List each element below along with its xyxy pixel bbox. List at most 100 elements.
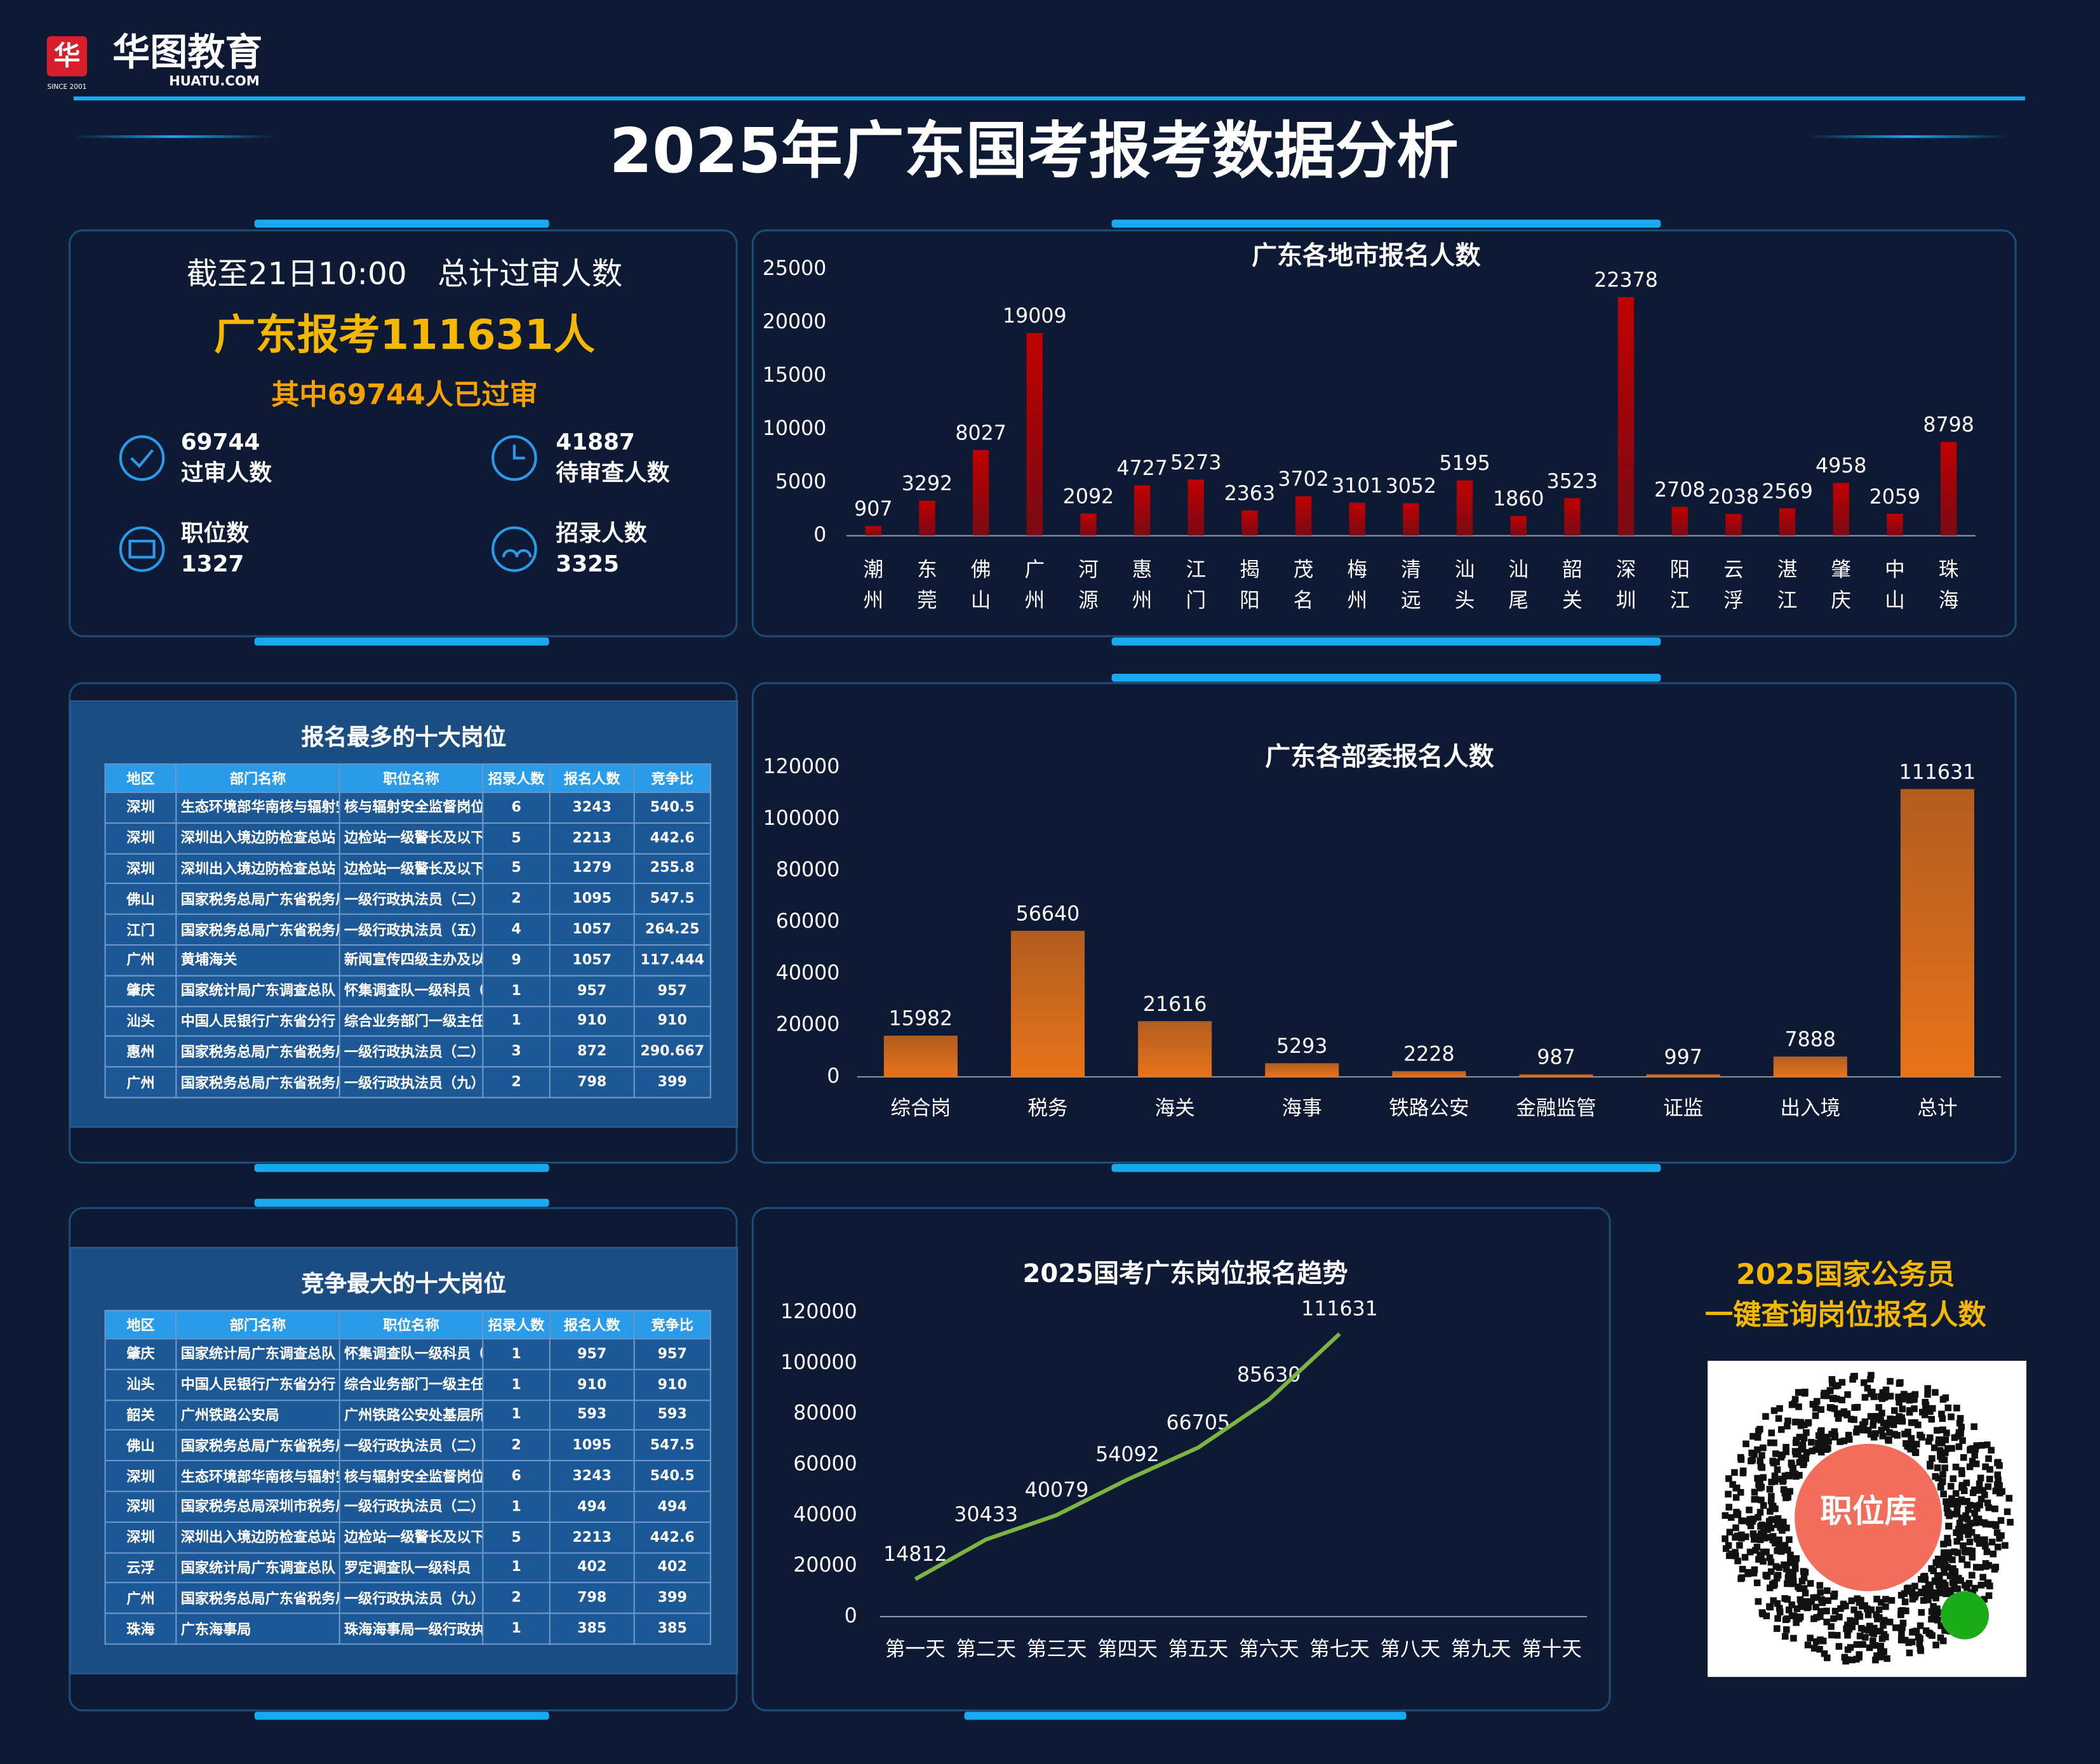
qr-dot [1768, 1493, 1775, 1500]
qr-dot [1814, 1440, 1822, 1447]
bar [1403, 503, 1419, 536]
qr-dot [1796, 1433, 1803, 1441]
qr-dot [1747, 1522, 1755, 1530]
page-title: 2025年广东国考报考数据分析 [610, 115, 1459, 187]
table-cell: 边检站一级警长及以下 [338, 1521, 484, 1553]
qr-dot [1996, 1535, 2003, 1542]
qr-dot [1896, 1399, 1903, 1406]
table-cell: 494 [549, 1490, 635, 1523]
qr-dot [1953, 1506, 1961, 1513]
chart-title: 2025国考广东岗位报名趋势 [1022, 1259, 1348, 1288]
table-cell: 国家统计局广东调查总队 [175, 1551, 340, 1584]
qr-dot [1878, 1635, 1886, 1642]
qr-dot [1986, 1476, 1993, 1483]
stat-label: 过审人数 [181, 460, 272, 486]
qr-dot [1857, 1625, 1865, 1632]
qr-dot [1906, 1444, 1913, 1451]
table-cell: 1 [482, 1490, 551, 1523]
qr-dot [1795, 1403, 1802, 1410]
qr-dot [1928, 1415, 1936, 1423]
y-tick-label: 100000 [780, 1351, 857, 1374]
qr-dot [1852, 1618, 1859, 1626]
y-tick-label: 80000 [776, 859, 840, 881]
qr-dot [1939, 1440, 1946, 1447]
table-cell: 国家税务总局广东省税务局 [175, 1582, 340, 1615]
qr-dot [1972, 1515, 1980, 1523]
qr-dot [1798, 1454, 1805, 1462]
x-tick-label: 第五天 [1168, 1638, 1228, 1661]
logo-name: 华图教育 [112, 30, 262, 74]
table-cell: 1057 [549, 944, 635, 977]
qr-dot [1774, 1521, 1781, 1528]
table-cell: 核与辐射安全监督岗位 [338, 791, 484, 824]
qr-dot [1725, 1475, 1732, 1482]
table-cell: 广州 [104, 1066, 177, 1099]
panel-accent [254, 638, 549, 646]
qr-dot [1867, 1375, 1874, 1383]
qr-dot [1962, 1512, 1969, 1520]
qr-dot [1876, 1646, 1884, 1654]
panel-accent [254, 219, 549, 228]
qr-dot [1897, 1636, 1905, 1644]
clock-icon [512, 444, 525, 460]
table: 地区 部门名称 职位名称 招录人数 报名人数 竞争比 深圳 生态环境部华南核与辐射安 核与辐射安… [104, 763, 711, 1099]
qr-dot [1738, 1535, 1745, 1542]
qr-dot [1769, 1516, 1776, 1523]
stat-icon [119, 526, 165, 572]
x-tick-label: 第六天 [1239, 1638, 1299, 1661]
qr-dot [1734, 1557, 1741, 1565]
qr-dot [1758, 1496, 1765, 1504]
qr-dot [1970, 1423, 1977, 1431]
value-label: 907 [854, 498, 892, 521]
panel [751, 682, 2017, 1164]
stat-label: 待审查人数 [556, 460, 669, 486]
table-cell: 国家税务总局广东省税务局 [175, 1066, 340, 1099]
qr-dot [1758, 1609, 1766, 1616]
qr-dot [1877, 1393, 1884, 1400]
qr-dot [1793, 1555, 1800, 1562]
logo: 华 华图教育 HUATU.COM SINCE 2001 [46, 30, 262, 91]
table-cell: 怀集调查队一级科员（ [338, 975, 484, 1007]
stat-value: 3325 [556, 551, 619, 577]
bar [1134, 485, 1151, 536]
table-cell: 910 [633, 1005, 711, 1038]
value-label: 2059 [1869, 486, 1920, 509]
qr-dot [1876, 1627, 1884, 1635]
qr-dot [1936, 1447, 1944, 1454]
qr-dot [1819, 1440, 1826, 1448]
qr-dot [1775, 1415, 1782, 1422]
x-tick-label: 惠州 [1132, 559, 1153, 613]
qr-dot [1939, 1589, 1946, 1596]
qr-dot [1930, 1444, 1938, 1452]
qr-dot [1899, 1607, 1906, 1614]
qr-dot [1968, 1528, 1976, 1536]
table-cell: 494 [633, 1490, 711, 1523]
qr-dot [1772, 1505, 1779, 1513]
line [914, 1332, 1341, 1581]
bar [1392, 1071, 1466, 1077]
qr-dot [1911, 1593, 1918, 1601]
qr-dot [1800, 1434, 1808, 1442]
qr-dot [1918, 1589, 1925, 1596]
qr-dot [1760, 1444, 1767, 1452]
qr-dot [1822, 1443, 1829, 1451]
qr-dot [1922, 1405, 1929, 1412]
qr-dot [1772, 1450, 1779, 1457]
qr-badge [1795, 1443, 1943, 1591]
table-cell: 生态环境部华南核与辐射安 [175, 791, 340, 824]
qr-dot [1960, 1453, 1967, 1461]
table-cell: 韶关 [104, 1399, 177, 1431]
qr-dot [1809, 1447, 1816, 1455]
qr-dot [1783, 1546, 1791, 1554]
qr-dot [1766, 1584, 1774, 1591]
qr-dot [1780, 1486, 1788, 1493]
value-label: 3052 [1386, 475, 1436, 498]
qr-dot [1984, 1483, 1992, 1490]
qr-dot [1782, 1565, 1790, 1573]
qr-dot [1767, 1568, 1775, 1575]
qr-dot [1873, 1596, 1880, 1603]
qr-dot [1981, 1491, 1988, 1499]
qr-dot [1901, 1598, 1909, 1605]
qr-dot [1767, 1603, 1774, 1611]
qr-dot [1875, 1606, 1883, 1614]
